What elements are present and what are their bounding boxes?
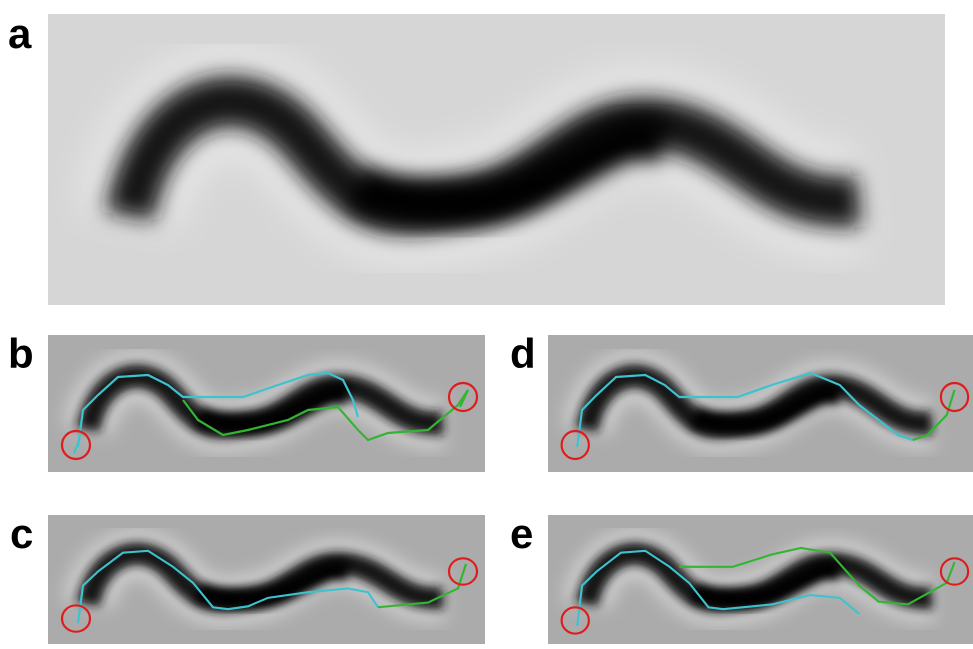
panel-image: [48, 515, 485, 644]
panel-label: b: [8, 330, 34, 377]
panel-label: a: [8, 10, 32, 57]
panel-image: [548, 515, 973, 644]
figure: a b d: [0, 0, 973, 644]
panel-a: a: [8, 10, 945, 305]
panel-b: b: [8, 330, 485, 472]
panel-image: [48, 335, 485, 472]
panel-label: c: [10, 510, 33, 557]
page: {"panels": [{"label": "a"}, {"label": "b…: [0, 0, 973, 644]
panel-image: [548, 335, 973, 472]
panel-e: e: [510, 510, 973, 644]
panel-d: d: [510, 330, 973, 472]
panel-label: e: [510, 510, 533, 557]
panel-label: d: [510, 330, 536, 377]
panel-c: c: [10, 510, 485, 644]
